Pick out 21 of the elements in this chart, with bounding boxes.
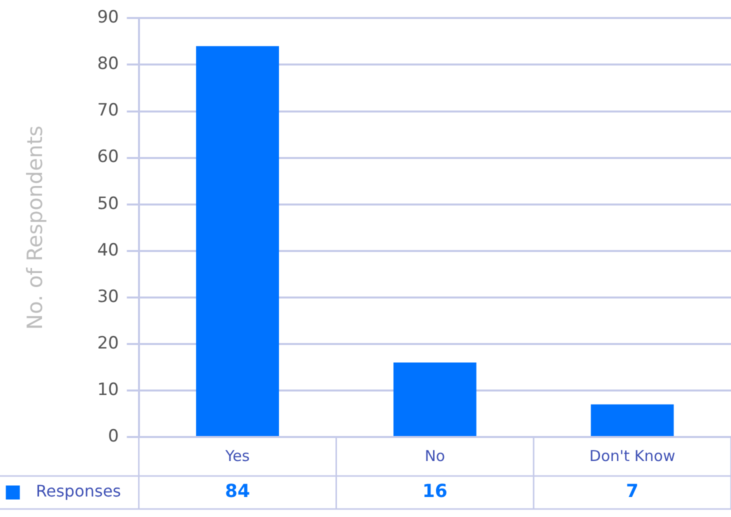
x-tick-label: Don't Know: [589, 446, 676, 465]
data-label: 16: [422, 481, 448, 502]
y-tick-label: 50: [97, 194, 119, 214]
y-tick-label: 60: [97, 147, 119, 168]
y-tick-label: 20: [97, 333, 119, 354]
y-tick-label: 0: [108, 426, 119, 446]
y-tick-label: 40: [97, 240, 119, 260]
y-tick-label: 30: [97, 286, 119, 307]
y-tick-label: 70: [97, 100, 119, 121]
data-label: 84: [224, 481, 250, 502]
bar: [590, 404, 674, 436]
y-tick-label: 80: [97, 54, 119, 74]
y-axis-title: No. of Respondents: [23, 126, 48, 330]
x-tick-label: No: [424, 446, 446, 465]
bar: [196, 46, 279, 436]
x-tick-label: Yes: [224, 446, 250, 465]
data-label: 7: [626, 481, 639, 502]
y-tick-label: 90: [97, 8, 119, 28]
y-tick-label: 10: [97, 380, 119, 400]
bar: [393, 362, 476, 436]
legend-label: Responses: [36, 482, 122, 501]
